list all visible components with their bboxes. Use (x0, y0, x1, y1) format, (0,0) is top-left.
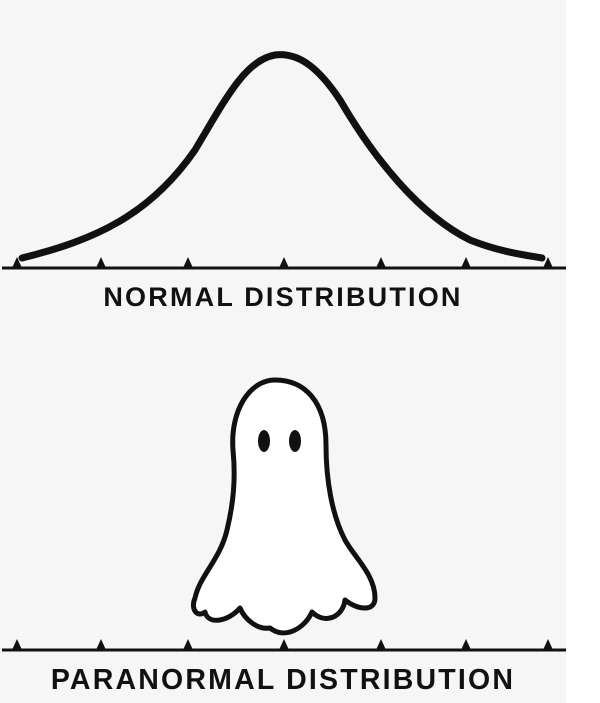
normal-distribution-caption: NORMAL DISTRIBUTION (103, 282, 463, 312)
ghost-icon (190, 377, 378, 636)
ghost-left-eye (258, 430, 270, 452)
normal-distribution-figure (2, 51, 566, 270)
bottom-axis-ticks (12, 639, 553, 650)
top-axis-ticks (12, 257, 553, 268)
ghost-right-eye (289, 430, 301, 452)
paranormal-distribution-caption: PARANORMAL DISTRIBUTION (50, 664, 516, 696)
bell-curve-icon (18, 51, 546, 262)
paranormal-distribution-figure (2, 377, 566, 652)
